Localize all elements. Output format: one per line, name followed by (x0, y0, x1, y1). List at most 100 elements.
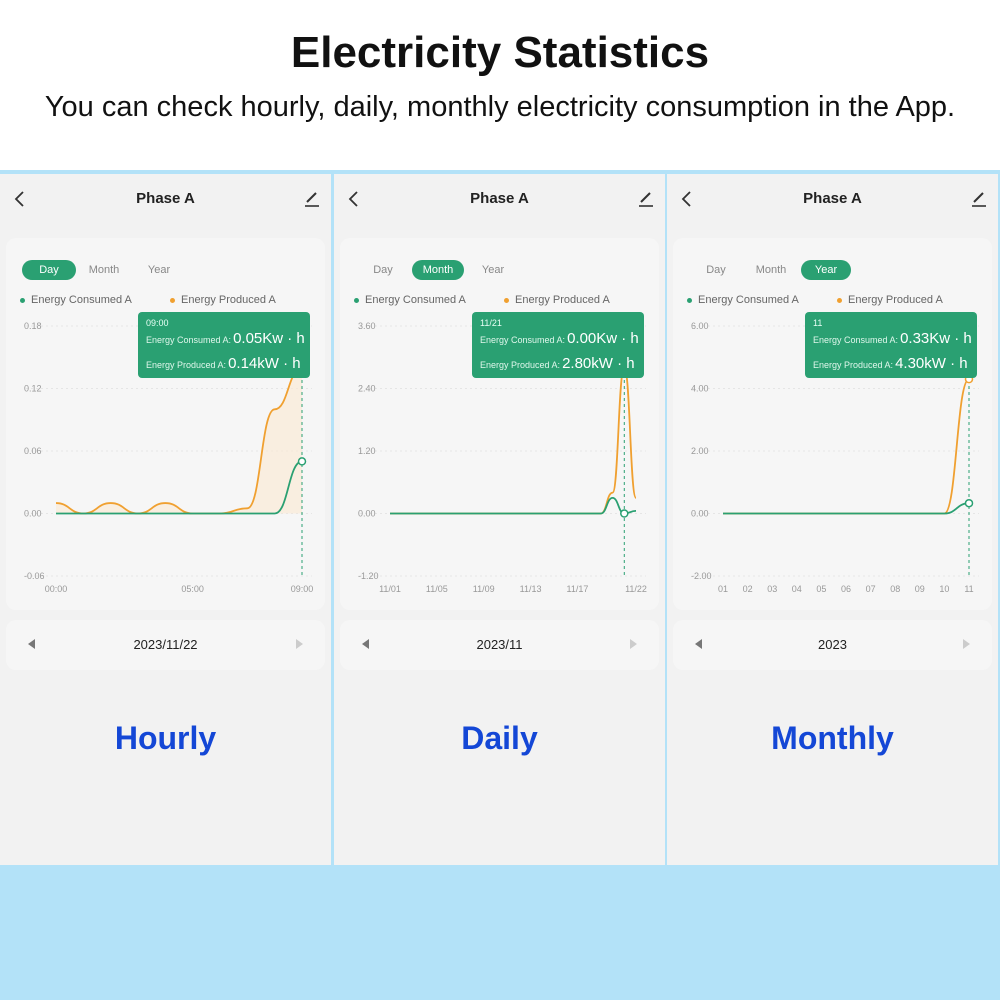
back-button[interactable] (12, 188, 30, 210)
produced-area (56, 367, 302, 514)
x-tick-label: 11/22 (625, 584, 647, 594)
point-consumed[interactable] (620, 509, 629, 518)
tooltip-date: 11/21 (480, 318, 502, 328)
triangle-right-icon[interactable] (296, 639, 303, 649)
tab-day[interactable]: Day (373, 264, 393, 276)
x-tick-label: 07 (866, 584, 876, 594)
x-tick-label: 09 (915, 584, 925, 594)
series-line-produced (390, 366, 637, 515)
x-tick-label: 11/01 (379, 584, 401, 594)
y-tick-label: -0.06 (24, 571, 45, 581)
y-tick-label: 0.18 (24, 321, 42, 331)
y-tick-label: 3.60 (358, 321, 376, 331)
consumed-dot-icon (687, 297, 692, 303)
tab-day[interactable]: Day (22, 260, 76, 280)
tooltip-label: Energy Produced A: (480, 360, 561, 370)
legend-consumed[interactable]: Energy Consumed A (354, 294, 466, 306)
tooltip-label: Energy Consumed A: (813, 335, 899, 345)
legend-produced[interactable]: Energy Produced A (837, 294, 943, 306)
panel-title: Phase A (803, 190, 862, 207)
chevron-left-icon (348, 191, 358, 207)
chevron-left-icon (681, 191, 691, 207)
tab-month[interactable]: Month (755, 264, 787, 276)
triangle-left-icon[interactable] (695, 639, 702, 649)
x-tick-label: 11/05 (426, 584, 448, 594)
tab-year[interactable]: Year (147, 264, 171, 276)
tooltip-date: 09:00 (146, 318, 169, 328)
tab-day[interactable]: Day (706, 264, 726, 276)
triangle-left-icon[interactable] (28, 639, 35, 649)
series-line-produced (723, 378, 970, 515)
x-tick-label: 03 (767, 584, 777, 594)
tooltip-label: Energy Consumed A: (146, 335, 232, 345)
x-tick-label: 06 (841, 584, 851, 594)
edit-button[interactable] (637, 188, 655, 208)
tooltip-value: 4.30kW · h (895, 355, 968, 372)
tab-year[interactable]: Year (481, 264, 505, 276)
y-tick-label: 4.00 (691, 384, 709, 394)
tooltip-row-consumed: Energy Consumed A: 0.00Kw · h (480, 330, 639, 348)
x-tick-label: 04 (792, 584, 802, 594)
back-button[interactable] (346, 188, 364, 210)
point-consumed[interactable] (297, 457, 307, 466)
y-tick-label: 0.12 (24, 384, 42, 394)
tab-month[interactable]: Month (88, 264, 120, 276)
x-tick-label: 01 (718, 584, 728, 594)
x-tick-label: 11/17 (566, 584, 588, 594)
legend-produced[interactable]: Energy Produced A (170, 294, 276, 306)
y-tick-label: 0.06 (24, 446, 42, 456)
legend-label: Energy Produced A (515, 294, 610, 306)
chart-legend: Energy Consumed A Energy Produced A (20, 294, 320, 310)
tooltip-row-produced: Energy Produced A: 4.30kW · h (813, 355, 968, 373)
point-consumed[interactable] (964, 498, 974, 508)
tooltip-row-consumed: Energy Consumed A: 0.33Kw · h (813, 330, 972, 348)
panel-caption: Monthly (771, 720, 894, 756)
legend-consumed[interactable]: Energy Consumed A (20, 294, 132, 306)
y-tick-label: 2.40 (358, 384, 376, 394)
tooltip-value: 2.80kW · h (562, 355, 635, 372)
panel-caption: Hourly (114, 720, 217, 756)
page-subtitle: You can check hourly, daily, monthly ele… (44, 91, 956, 123)
triangle-right-icon[interactable] (963, 639, 970, 649)
tab-year[interactable]: Year (801, 260, 851, 280)
tooltip-value: 0.05Kw · h (233, 330, 305, 347)
panel-caption: Daily (461, 720, 538, 756)
y-tick-label: 6.00 (691, 321, 709, 331)
date-navigator: 2023/11/22 (6, 620, 325, 670)
legend-produced[interactable]: Energy Produced A (504, 294, 610, 306)
edit-button[interactable] (970, 188, 988, 208)
tooltip-row-produced: Energy Produced A: 2.80kW · h (480, 355, 635, 373)
series-line-consumed (723, 502, 970, 515)
x-tick-label: 11/09 (473, 584, 495, 594)
consumed-dot-icon (20, 297, 25, 303)
x-tick-label: 02 (743, 584, 753, 594)
x-tick-label: 05:00 (181, 584, 204, 594)
triangle-left-icon[interactable] (362, 639, 369, 649)
x-tick-label: 10 (939, 584, 949, 594)
chart-card: Day Month Year Energy Consumed A Energy Prod… (673, 238, 992, 610)
chart-tooltip: 09:00 Energy Consumed A: 0.05Kw · h Energy … (138, 312, 310, 378)
tooltip-value: 0.14kW · h (228, 355, 301, 372)
legend-consumed[interactable]: Energy Consumed A (687, 294, 799, 306)
triangle-right-icon[interactable] (630, 639, 637, 649)
legend-label: Energy Consumed A (31, 294, 132, 306)
series-line-produced (55, 366, 303, 515)
legend-label: Energy Produced A (181, 294, 276, 306)
y-tick-label: 0.00 (24, 509, 42, 519)
energy-chart[interactable]: 6.00 4.00 2.00 0.00 -2.00 01 02 03 04 05 06 07 08 09 1… (673, 318, 992, 610)
series-line-consumed (390, 496, 637, 515)
produced-dot-icon (170, 297, 175, 303)
x-tick-label: 09:00 (291, 584, 314, 594)
tab-month[interactable]: Month (412, 260, 464, 280)
panel-title: Phase A (136, 190, 195, 207)
y-tick-label: 0.00 (691, 509, 709, 519)
edit-button[interactable] (303, 188, 321, 208)
tooltip-row-produced: Energy Produced A: 0.14kW · h (146, 355, 301, 373)
tooltip-value: 0.33Kw · h (900, 330, 972, 347)
back-button[interactable] (679, 188, 697, 210)
x-tick-label: 00:00 (45, 584, 68, 594)
y-tick-label: 2.00 (691, 446, 709, 456)
legend-label: Energy Produced A (848, 294, 943, 306)
header: Electricity Statistics You can check hou… (0, 0, 1000, 170)
